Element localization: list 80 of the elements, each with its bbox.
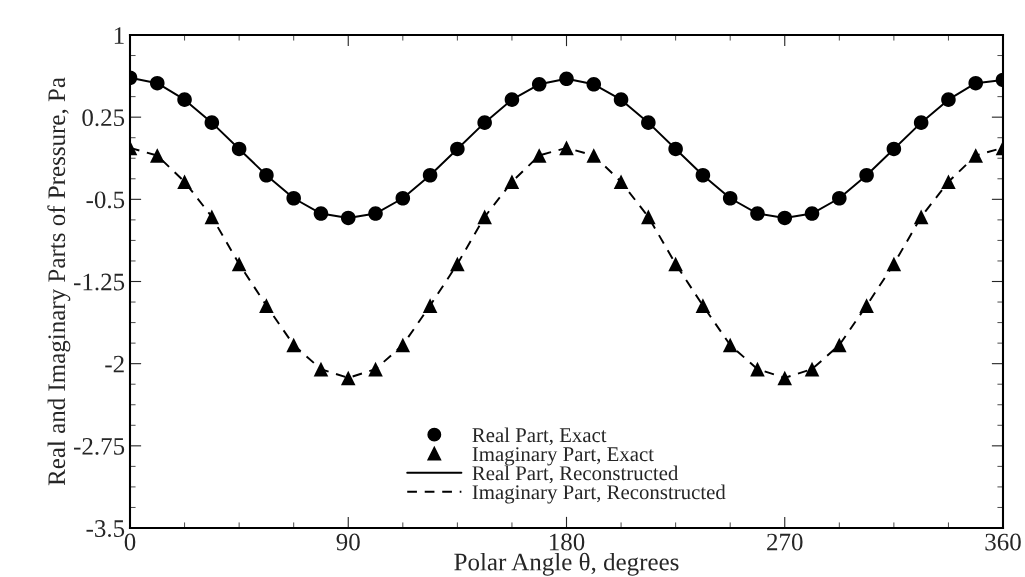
point: [777, 370, 793, 386]
y-tick-label: 1: [114, 27, 124, 44]
point: [668, 141, 683, 157]
point: [586, 148, 602, 163]
point: [231, 256, 247, 272]
point: [504, 92, 520, 107]
x-tick-label: 0: [124, 533, 136, 551]
point: [559, 140, 574, 156]
point: [531, 77, 547, 92]
x-tick-label: 180: [549, 533, 585, 551]
point: [395, 337, 411, 353]
point: [177, 174, 192, 190]
point: [913, 115, 929, 130]
point: [804, 206, 820, 221]
point: [886, 141, 902, 157]
point: [832, 337, 847, 353]
point: [504, 174, 520, 190]
point: [531, 148, 547, 163]
point: [722, 190, 738, 206]
point: [641, 209, 656, 225]
point: [804, 361, 820, 377]
point: [450, 141, 465, 157]
point: [859, 167, 874, 183]
point: [722, 337, 738, 353]
point: [777, 210, 793, 226]
point: [450, 256, 465, 272]
point: [150, 148, 165, 163]
point: [968, 148, 983, 163]
point: [313, 361, 329, 377]
y-tick-label: -1.25: [73, 273, 125, 291]
point: [641, 115, 656, 130]
point: [395, 190, 411, 206]
point: [941, 92, 956, 107]
point: [150, 75, 165, 91]
point: [368, 206, 383, 221]
x-tick-label: 270: [767, 533, 803, 551]
point: [313, 206, 329, 221]
point: [586, 77, 602, 92]
point: [340, 370, 356, 386]
point: [859, 298, 874, 313]
point: [477, 209, 492, 225]
point: [422, 298, 438, 313]
legend-label: Imaginary Part, Reconstructed: [472, 484, 726, 504]
x-tick-label: 360: [985, 533, 1021, 551]
y-axis-title: Real and Imaginary Parts of Pressure, Pa: [47, 77, 71, 486]
point: [695, 298, 711, 313]
legend-label: Real Part, Reconstructed: [472, 465, 679, 484]
point: [422, 167, 438, 183]
x-tick-label: 90: [336, 533, 360, 551]
y-tick-label: -2.75: [73, 437, 125, 455]
point: [613, 92, 629, 107]
x-axis-title: Polar Angle θ, degrees: [454, 552, 679, 576]
point: [913, 209, 929, 225]
legend-label: Real Part, Exact: [472, 427, 607, 446]
legend-label: Imaginary Part, Exact: [472, 447, 654, 466]
point: [177, 92, 192, 107]
point: [886, 256, 902, 272]
point: [968, 75, 983, 91]
point: [695, 167, 711, 183]
point: [204, 115, 220, 130]
y-tick-label: -3.5: [86, 520, 125, 538]
point: [259, 298, 274, 313]
point: [613, 174, 629, 190]
point: [750, 361, 765, 377]
point: [668, 256, 683, 272]
y-tick-label: -0.5: [86, 191, 125, 209]
point: [368, 361, 383, 377]
point: [477, 115, 492, 130]
point: [559, 71, 574, 87]
point: [750, 206, 765, 221]
y-tick-label: 0.25: [82, 109, 125, 127]
y-tick-label: -2: [105, 355, 124, 373]
point: [340, 210, 356, 226]
point: [286, 337, 301, 353]
point: [832, 190, 847, 206]
point: [941, 174, 956, 190]
point: [286, 190, 301, 206]
point: [259, 167, 274, 183]
point: [204, 209, 220, 225]
point: [231, 141, 247, 157]
